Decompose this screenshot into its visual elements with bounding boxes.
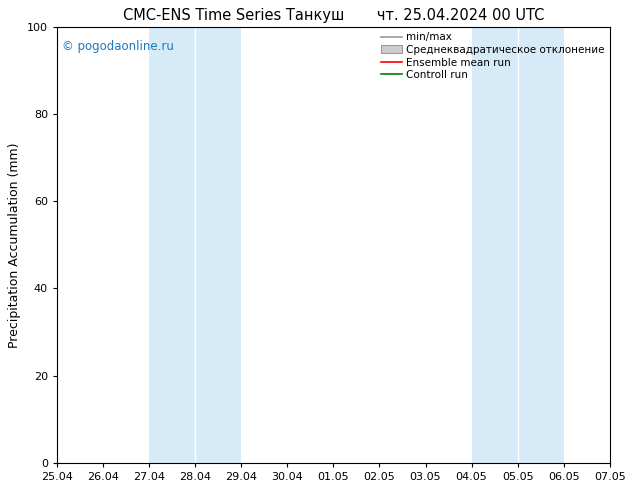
Legend: min/max, Среднеквадратическое отклонение, Ensemble mean run, Controll run: min/max, Среднеквадратическое отклонение…	[379, 30, 607, 82]
Y-axis label: Precipitation Accumulation (mm): Precipitation Accumulation (mm)	[8, 142, 22, 348]
Bar	[472, 27, 517, 463]
Bar	[149, 27, 195, 463]
Title: CMC-ENS Time Series Танкуш       чт. 25.04.2024 00 UTC: CMC-ENS Time Series Танкуш чт. 25.04.202…	[122, 8, 544, 24]
Bar	[517, 27, 564, 463]
Text: © pogodaonline.ru: © pogodaonline.ru	[62, 40, 174, 53]
Bar	[195, 27, 241, 463]
